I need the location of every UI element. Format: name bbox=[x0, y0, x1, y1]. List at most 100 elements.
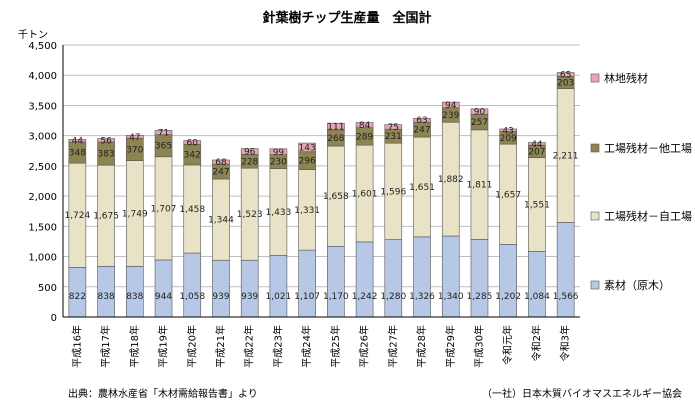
bar-segment bbox=[528, 142, 546, 146]
data-label: 228 bbox=[241, 157, 258, 167]
data-label: 1,657 bbox=[495, 190, 521, 200]
chart-title: 針葉樹チップ生産量 全国計 bbox=[262, 10, 431, 26]
x-tick: 平成19年 bbox=[157, 325, 170, 368]
data-label: 1,658 bbox=[323, 192, 349, 202]
x-tick-label: 平成21年 bbox=[214, 325, 227, 368]
x-tick-label: 平成17年 bbox=[99, 325, 112, 368]
bar-segment bbox=[528, 251, 546, 318]
data-label: 348 bbox=[69, 149, 86, 159]
x-tick: 平成29年 bbox=[444, 325, 457, 368]
data-label: 1,811 bbox=[467, 181, 493, 191]
legend-swatch bbox=[590, 211, 600, 221]
bar-segment bbox=[240, 148, 259, 155]
data-label: 75 bbox=[388, 123, 399, 133]
x-tick-label: 令和元年 bbox=[501, 325, 514, 365]
data-label: 43 bbox=[502, 126, 513, 136]
x-tick: 平成30年 bbox=[472, 325, 485, 368]
data-label: 838 bbox=[97, 292, 114, 302]
bar-segment bbox=[355, 241, 374, 318]
data-label: 60 bbox=[187, 138, 199, 148]
bar-segment bbox=[68, 139, 87, 143]
data-label: 63 bbox=[416, 116, 427, 126]
data-label: 44 bbox=[531, 140, 543, 150]
data-label: 257 bbox=[471, 118, 488, 128]
data-label: 342 bbox=[184, 151, 201, 161]
x-tick: 平成27年 bbox=[386, 325, 399, 368]
legend-swatch bbox=[590, 143, 600, 153]
bar-segment bbox=[441, 235, 460, 318]
x-tick: 平成25年 bbox=[329, 325, 342, 368]
bar-segment bbox=[470, 108, 489, 115]
data-label: 1,326 bbox=[409, 292, 435, 302]
x-tick: 令和3年 bbox=[559, 325, 572, 361]
bar-segment bbox=[298, 142, 316, 153]
x-tick: 平成26年 bbox=[358, 325, 371, 368]
data-label: 96 bbox=[244, 148, 256, 158]
y-tick-label: 0 bbox=[51, 313, 57, 324]
data-label: 209 bbox=[500, 134, 517, 144]
data-label: 1,340 bbox=[438, 292, 464, 302]
data-label: 1,601 bbox=[352, 190, 378, 200]
data-label: 296 bbox=[299, 157, 316, 167]
data-label: 71 bbox=[158, 129, 169, 139]
data-label: 1,285 bbox=[467, 292, 493, 302]
data-label: 1,021 bbox=[266, 292, 292, 302]
bar-segment bbox=[384, 124, 403, 130]
x-axis-ticks: 平成16年 平成17年 平成18年 平成19年 平成20年 平成21年 平成22年 平成23年… bbox=[70, 325, 571, 368]
x-tick: 平成16年 bbox=[70, 325, 83, 368]
x-tick-label: 平成20年 bbox=[185, 325, 198, 368]
data-label: 1,675 bbox=[93, 212, 119, 222]
y-tick-label: 4,500 bbox=[28, 41, 57, 52]
data-label: 268 bbox=[327, 134, 344, 144]
bar-segment bbox=[154, 130, 173, 135]
bar-segment bbox=[183, 140, 202, 145]
data-label: 44 bbox=[72, 137, 84, 147]
bar-segment bbox=[355, 122, 374, 128]
bar-segment bbox=[327, 122, 345, 131]
bar-segment bbox=[413, 236, 431, 318]
data-label: 230 bbox=[270, 158, 287, 168]
data-label: 1,651 bbox=[409, 183, 435, 193]
data-label: 1,458 bbox=[179, 205, 205, 215]
data-label: 939 bbox=[212, 292, 229, 302]
data-label: 231 bbox=[385, 132, 402, 142]
data-label: 84 bbox=[359, 121, 371, 131]
x-tick-label: 平成26年 bbox=[358, 325, 371, 368]
grid-lines bbox=[63, 44, 580, 288]
data-label: 1,551 bbox=[524, 201, 550, 211]
data-label: 370 bbox=[126, 145, 143, 155]
bar-segment bbox=[556, 72, 575, 77]
x-tick: 平成22年 bbox=[243, 325, 256, 368]
x-tick-label: 平成19年 bbox=[157, 325, 170, 368]
data-label: 1,749 bbox=[122, 209, 148, 219]
x-tick-label: 令和2年 bbox=[530, 325, 543, 361]
x-tick: 平成20年 bbox=[185, 325, 198, 368]
x-tick: 平成24年 bbox=[300, 325, 313, 368]
bar-segment bbox=[269, 148, 288, 156]
x-tick: 平成18年 bbox=[128, 325, 141, 368]
data-label: 143 bbox=[299, 143, 316, 153]
data-label: 1,170 bbox=[323, 292, 349, 302]
data-label: 1,344 bbox=[208, 216, 234, 226]
data-label: 1,724 bbox=[64, 211, 90, 221]
x-tick: 令和2年 bbox=[530, 325, 543, 361]
x-tick-label: 平成30年 bbox=[472, 325, 485, 368]
bar-segment bbox=[240, 259, 259, 318]
data-label: 365 bbox=[155, 142, 172, 152]
data-label: 203 bbox=[557, 79, 574, 89]
data-label: 1,707 bbox=[151, 204, 177, 214]
y-tick-label: 3,000 bbox=[28, 132, 57, 143]
y-axis-ticks: 0 500 1,000 1,500 2,000 2,500 3,000 3,500 4,000 4… bbox=[28, 41, 57, 324]
x-tick-label: 令和3年 bbox=[559, 325, 572, 361]
bar-segment bbox=[499, 128, 517, 132]
bar-segment bbox=[499, 244, 517, 318]
y-tick-label: 3,500 bbox=[28, 101, 57, 112]
data-label: 1,596 bbox=[380, 187, 406, 197]
legend-swatch bbox=[590, 73, 600, 83]
bar-segment bbox=[413, 118, 431, 123]
y-tick-label: 2,000 bbox=[28, 192, 57, 203]
credit-note: （一社）日本木質バイオマスエネルギー協会 bbox=[482, 387, 682, 400]
data-label: 90 bbox=[474, 108, 486, 118]
